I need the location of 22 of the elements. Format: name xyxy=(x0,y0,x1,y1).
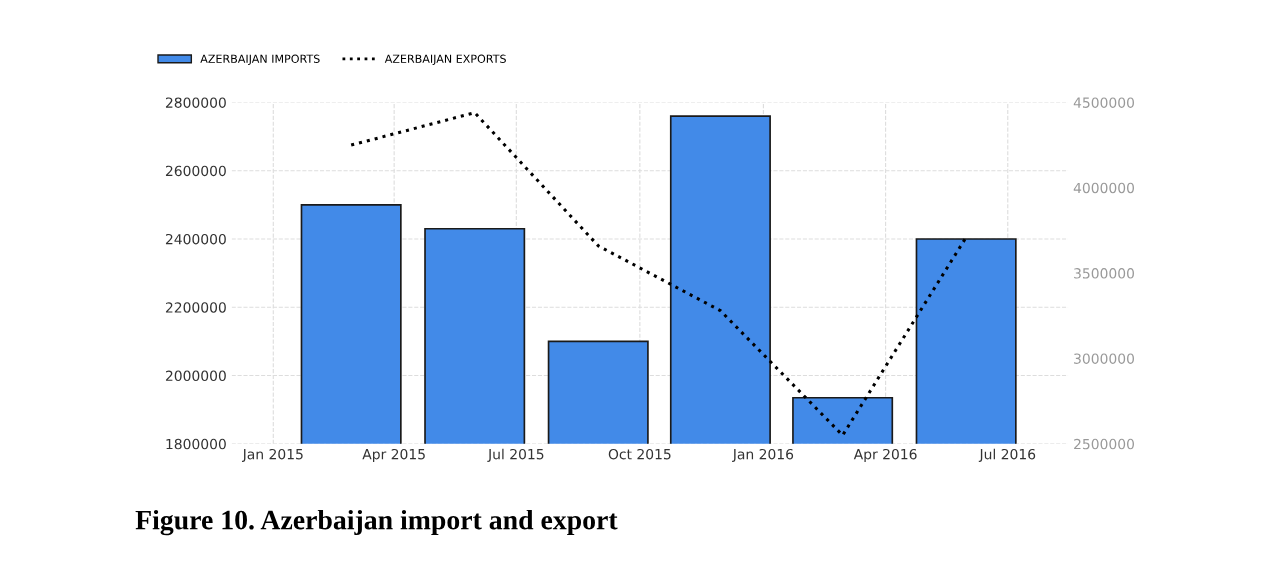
y2-tick-label: 4000000 xyxy=(1073,182,1134,194)
y-tick-label: 2200000 xyxy=(165,302,226,313)
legend-label: AZERBAIJAN IMPORTS xyxy=(200,54,320,66)
y2-tick-label: 2500000 xyxy=(1074,438,1134,450)
x-tick-label: Jul 2016 xyxy=(978,448,1036,463)
x-tick-label: Jul 2015 xyxy=(487,448,544,463)
y-tick-label: 2400000 xyxy=(165,233,226,245)
x-tick-label: Jan 2016 xyxy=(732,448,794,463)
y-tick-label: 2000000 xyxy=(165,370,226,382)
y2-tick-label: 3500000 xyxy=(1074,268,1134,279)
x-tick-label: Apr 2015 xyxy=(362,448,425,463)
y-tick-label: 2600000 xyxy=(165,165,226,177)
text: Figure 10. Azerbaijan import and export xyxy=(135,509,618,536)
legend-label: AZERBAIJAN EXPORTS xyxy=(384,54,506,66)
x-tick-label: Apr 2016 xyxy=(853,448,917,463)
x-tick-label: Oct 2015 xyxy=(608,448,671,460)
y2-tick-label: 4500000 xyxy=(1073,97,1134,108)
y2-tick-label: 3000000 xyxy=(1074,353,1134,364)
y-tick-label: 2800000 xyxy=(165,97,226,108)
x-tick-label: Jan 2015 xyxy=(241,448,303,463)
line-series xyxy=(349,111,968,437)
y-tick-label: 1800000 xyxy=(166,438,226,450)
